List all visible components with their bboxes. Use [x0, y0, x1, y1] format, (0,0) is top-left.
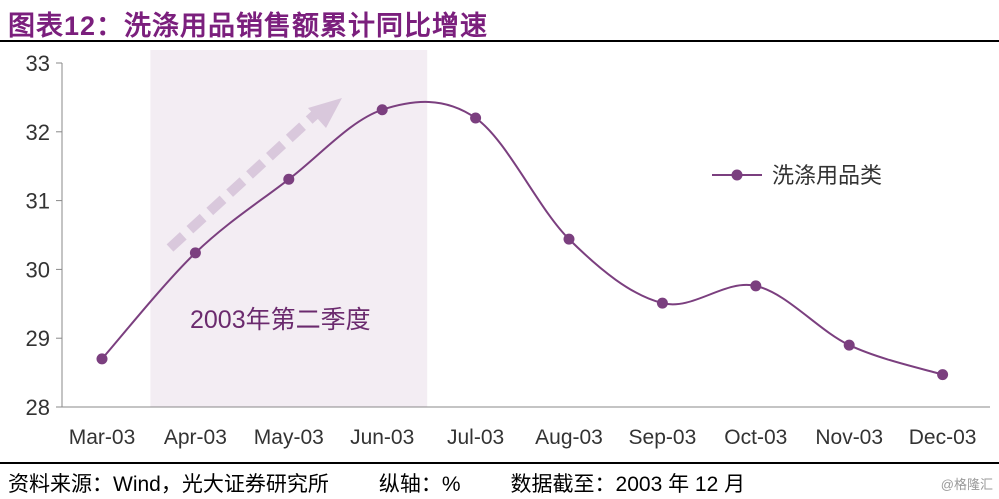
x-tick-label: Dec-03: [909, 426, 977, 449]
footer-divider: [0, 462, 999, 464]
chart: 28 29 30 31 32 33 Mar-03 Apr-03 May-03 Jun-03 Jul-…: [26, 50, 990, 449]
annotation-label: 2003年第二季度: [190, 306, 371, 334]
y-tick-label: 28: [26, 395, 50, 420]
x-tick-label: Mar-03: [69, 426, 136, 449]
x-tick-label: Oct-03: [724, 426, 787, 449]
trend-arrow-head: [308, 98, 342, 128]
title-divider: [0, 40, 999, 42]
trend-arrow-shaft: [166, 108, 322, 252]
data-point: [189, 247, 201, 259]
data-point: [96, 353, 108, 365]
data-point: [656, 297, 668, 309]
x-tick-label: May-03: [254, 426, 324, 449]
x-tick-label: Apr-03: [164, 426, 227, 449]
data-point: [563, 233, 575, 245]
data-point: [843, 339, 855, 351]
y-tick-label: 32: [26, 120, 50, 145]
chart-title: 图表12：洗涤用品销售额累计同比增速: [8, 11, 489, 41]
y-tick-label: 33: [26, 51, 50, 76]
footer: 资料来源：Wind，光大证券研究所 纵轴：% 数据截至：2003 年 12 月: [8, 468, 795, 498]
cutoff-note: 数据截至：2003 年 12 月: [510, 473, 746, 496]
y-tick-label: 31: [26, 189, 50, 214]
x-tick-label: Jul-03: [447, 426, 504, 449]
data-point: [750, 280, 762, 292]
data-point: [283, 173, 295, 185]
source-note: 资料来源：Wind，光大证券研究所: [8, 473, 329, 496]
legend-label: 洗涤用品类: [772, 164, 882, 189]
x-tick-label: Aug-03: [535, 426, 603, 449]
x-tick-label: Nov-03: [815, 426, 883, 449]
x-tick-label: Jun-03: [350, 426, 414, 449]
series-line: [101, 100, 943, 376]
x-tick-label: Sep-03: [629, 426, 697, 449]
y-tick-label: 29: [26, 326, 50, 351]
data-point: [470, 112, 482, 124]
legend-marker: [731, 169, 743, 181]
y-tick-label: 30: [26, 257, 50, 282]
data-point: [937, 369, 949, 381]
watermark: @格隆汇: [940, 477, 993, 492]
axis-unit-note: 纵轴：%: [378, 473, 461, 496]
data-point: [376, 104, 388, 116]
